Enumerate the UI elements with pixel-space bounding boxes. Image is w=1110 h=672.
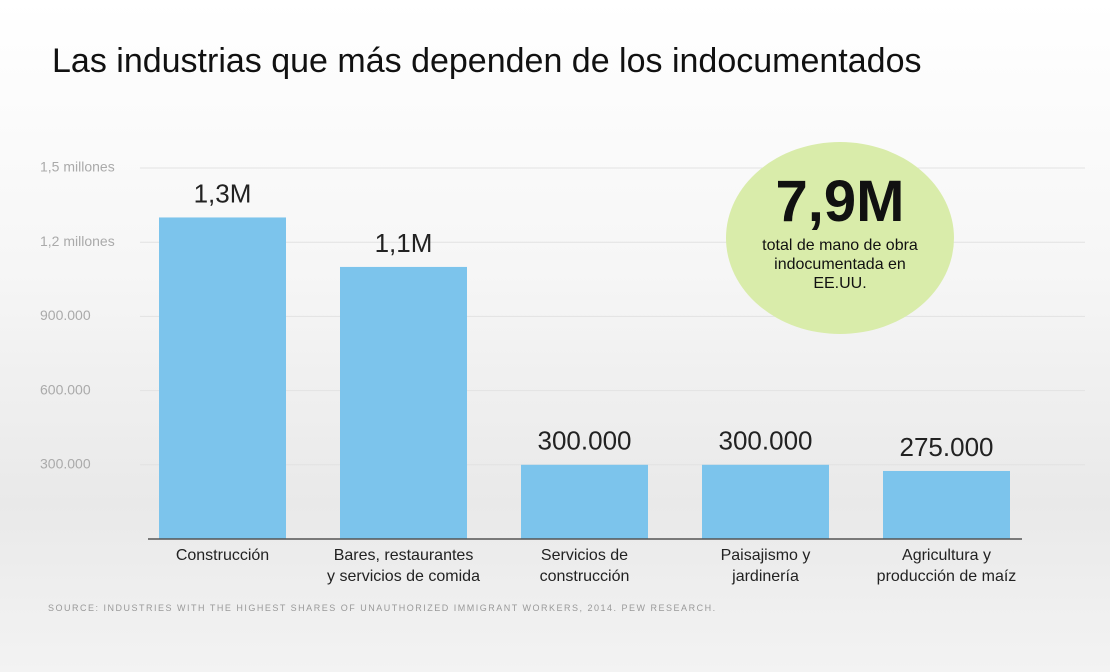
value-label: 1,3M (194, 178, 252, 208)
y-tick-label: 900.000 (40, 307, 91, 323)
y-tick-label: 1,5 millones (40, 159, 115, 175)
total-note: total de mano de obra indocumentada en E… (762, 237, 918, 292)
chart-title: Las industrias que más dependen de los i… (52, 42, 922, 80)
value-label: 300.000 (538, 426, 632, 456)
y-tick-label: 600.000 (40, 381, 91, 397)
bar (883, 470, 1010, 539)
value-label: 1,1M (375, 228, 433, 258)
y-tick-label: 300.000 (40, 456, 91, 472)
x-tick-label: Paisajismo y jardinería (720, 547, 811, 585)
value-label: 300.000 (719, 426, 813, 456)
x-tick-label: Construcción (175, 547, 270, 564)
source: SOURCE: INDUSTRIES WITH THE HIGHEST SHAR… (48, 603, 717, 613)
total-badge: 7,9M total de mano de obra indocumentada… (726, 142, 954, 334)
bar (340, 266, 467, 539)
bar (521, 464, 648, 539)
value-label: 275.000 (900, 432, 994, 462)
total-value: 7,9M (775, 169, 905, 234)
bar (159, 217, 286, 539)
x-tick-label: Bares, restaurantes y servicios de comid… (327, 547, 480, 585)
x-tick-label: Servicios de construcción (539, 547, 630, 585)
y-tick-label: 1,2 millones (40, 233, 115, 249)
bar (702, 464, 829, 539)
x-tick-label: Agricultura y producción de maíz (876, 547, 1017, 585)
